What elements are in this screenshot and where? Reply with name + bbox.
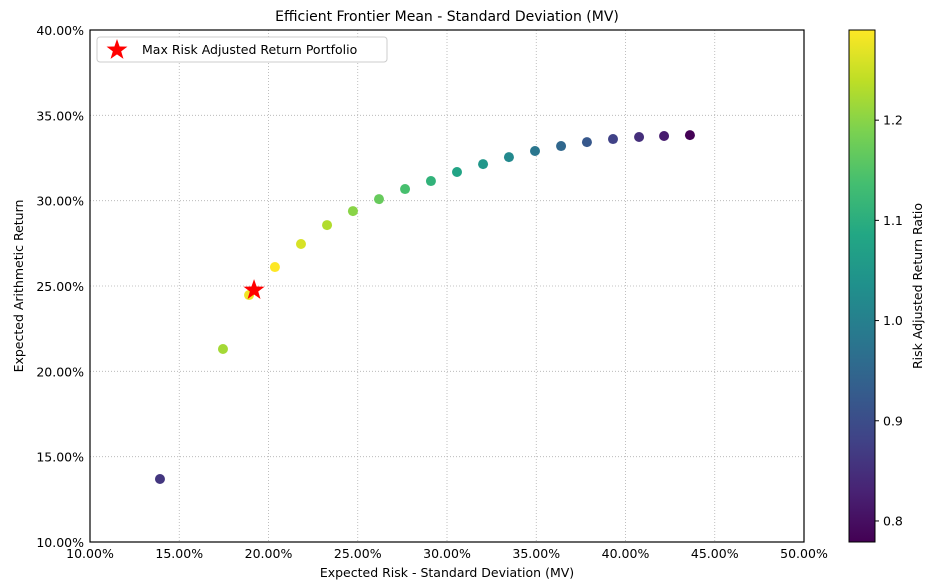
y-tick-label: 10.00% (36, 535, 84, 550)
colorbar-tick-label: 1.1 (883, 213, 903, 228)
legend-star-marker (106, 39, 128, 59)
plot-frame (89, 29, 805, 543)
x-axis-label: Expected Risk - Standard Deviation (MV) (320, 565, 574, 580)
frontier-point (684, 130, 695, 141)
frontier-point (556, 141, 567, 152)
x-tick-label: 25.00% (334, 546, 382, 561)
frontier-point (478, 159, 489, 170)
frontier-point (295, 239, 306, 250)
x-tick-label: 10.00% (66, 546, 114, 561)
chart-title: Efficient Frontier Mean - Standard Devia… (275, 9, 619, 25)
y-tick-label: 25.00% (36, 279, 84, 294)
frontier-point (451, 166, 462, 177)
x-tick-label: 15.00% (155, 546, 203, 561)
y-tick-label: 40.00% (36, 23, 84, 38)
x-tick-label: 45.00% (691, 546, 739, 561)
y-tick-label: 15.00% (36, 450, 84, 465)
frontier-point (425, 176, 436, 187)
colorbar: 0.8 0.9 1.0 1.1 1.2 Risk Adjusted Return Rat… (848, 29, 925, 543)
x-tick-label: 50.00% (780, 546, 828, 561)
y-tick-label: 35.00% (36, 108, 84, 123)
x-tick-label: 30.00% (423, 546, 471, 561)
legend-star-icon (106, 39, 128, 59)
colorbar-tick-label: 1.0 (883, 313, 903, 328)
max-ratio-star (243, 279, 265, 299)
frontier-point (503, 152, 514, 163)
colorbar-tick-label: 0.8 (883, 513, 903, 528)
frontier-point (634, 132, 645, 143)
max-ratio-star-marker (243, 279, 265, 299)
x-tick-label: 20.00% (245, 546, 293, 561)
colorbar-tick-label: 0.9 (883, 413, 903, 428)
frontier-point (530, 146, 541, 157)
x-tick-label: 35.00% (512, 546, 560, 561)
frontier-point (322, 220, 333, 231)
legend-box (96, 36, 388, 63)
colorbar-label: Risk Adjusted Return Ratio (910, 203, 925, 369)
frontier-point (581, 137, 592, 148)
y-tick-label: 20.00% (36, 364, 84, 379)
colorbar-ticks: 0.8 0.9 1.0 1.1 1.2 (875, 113, 903, 528)
y-axis-label: Expected Arithmetic Return (11, 200, 26, 373)
legend: Max Risk Adjusted Return Portfolio (96, 36, 388, 63)
scatter-points (154, 130, 695, 485)
y-tick-label: 30.00% (36, 194, 84, 209)
y-axis-ticks: 10.00% 15.00% 20.00% 25.00% 30.00% 35.00% 40.0… (36, 23, 84, 550)
grid-lines (89, 29, 805, 543)
frontier-point (217, 343, 228, 354)
frontier-point (659, 130, 670, 141)
x-axis-ticks: 10.00% 15.00% 20.00% 25.00% 30.00% 35.00% 40.0… (66, 546, 828, 561)
frontier-point (347, 206, 358, 217)
frontier-point (269, 262, 280, 273)
colorbar-gradient (848, 29, 876, 543)
frontier-point (373, 194, 384, 205)
x-tick-label: 40.00% (602, 546, 650, 561)
colorbar-tick-label: 1.2 (883, 113, 903, 128)
legend-entry-max-ratio: Max Risk Adjusted Return Portfolio (142, 42, 357, 57)
frontier-point (608, 134, 619, 145)
frontier-point (154, 474, 165, 485)
frontier-point (400, 184, 411, 195)
